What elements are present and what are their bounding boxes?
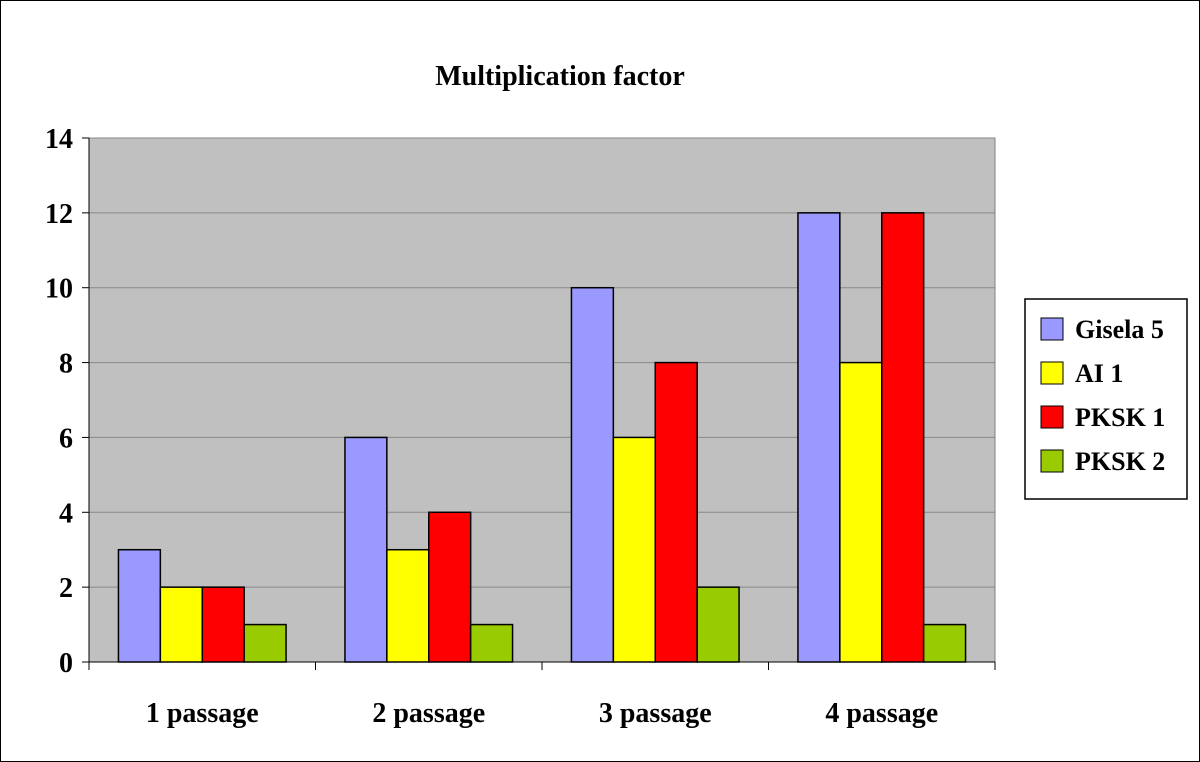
bar-pksk-1 bbox=[654, 361, 698, 663]
y-tick-label: 14 bbox=[45, 124, 73, 155]
bar-pksk-1 bbox=[428, 511, 472, 663]
y-tick-label: 0 bbox=[59, 648, 73, 679]
y-tick-label: 12 bbox=[45, 199, 73, 230]
bar-gisela-5 bbox=[344, 436, 388, 663]
bar-ai-1 bbox=[159, 586, 204, 663]
legend-swatch bbox=[1040, 317, 1064, 341]
bar-pksk-2 bbox=[243, 623, 287, 663]
bar-gisela-5 bbox=[117, 548, 162, 663]
bar-ai-1 bbox=[839, 361, 883, 663]
legend-swatch bbox=[1040, 405, 1064, 429]
bar-pksk-2 bbox=[922, 623, 967, 663]
x-category-label: 1 passage bbox=[146, 698, 259, 729]
bar-ai-1 bbox=[386, 548, 430, 663]
x-category-label: 3 passage bbox=[599, 698, 712, 729]
legend-label: PKSK 1 bbox=[1075, 403, 1165, 432]
y-tick-label: 10 bbox=[45, 274, 73, 305]
y-tick-label: 8 bbox=[59, 349, 73, 380]
bar-pksk-2 bbox=[696, 586, 740, 663]
legend-label: Gisela 5 bbox=[1075, 315, 1164, 344]
bars bbox=[117, 212, 967, 663]
bar-gisela-5 bbox=[797, 212, 841, 663]
bar-pksk-2 bbox=[469, 623, 514, 663]
y-axis: 0 2 4 6 8 10 12 14 bbox=[45, 124, 90, 679]
chart-title: Multiplication factor bbox=[435, 61, 685, 92]
bar-pksk-1 bbox=[201, 586, 245, 663]
x-axis: 1 passage 2 passage 3 passage 4 passage bbox=[88, 661, 996, 729]
x-category-label: 2 passage bbox=[372, 698, 485, 729]
legend-swatch bbox=[1040, 449, 1064, 473]
legend-swatch bbox=[1040, 361, 1064, 385]
bar-pksk-1 bbox=[881, 212, 925, 663]
bar-gisela-5 bbox=[570, 286, 615, 663]
legend-label: PKSK 2 bbox=[1075, 447, 1165, 476]
y-tick-label: 4 bbox=[59, 498, 73, 529]
y-tick-label: 2 bbox=[59, 573, 73, 604]
legend: Gisela 5 AI 1 PKSK 1 PKSK 2 bbox=[1024, 298, 1188, 500]
legend-label: AI 1 bbox=[1075, 359, 1123, 388]
x-category-label: 4 passage bbox=[825, 698, 938, 729]
bar-ai-1 bbox=[612, 436, 656, 663]
y-tick-label: 6 bbox=[59, 423, 73, 454]
